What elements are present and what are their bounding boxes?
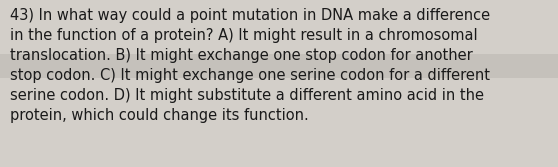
Text: 43) In what way could a point mutation in DNA make a difference
in the function : 43) In what way could a point mutation i… [10, 8, 490, 123]
Bar [0, 54, 558, 78]
